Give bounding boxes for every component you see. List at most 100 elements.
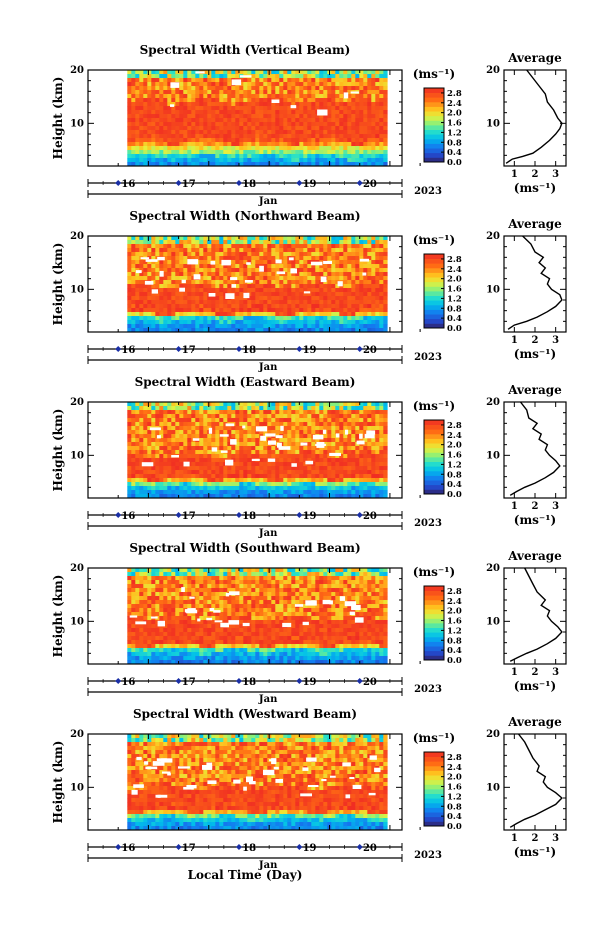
heatmap-cell	[343, 114, 348, 119]
heatmap-cell	[351, 308, 356, 313]
heatmap-cell	[139, 486, 144, 491]
heatmap-cell	[275, 402, 280, 407]
heatmap-cell	[275, 422, 280, 427]
heatmap-cell	[359, 146, 364, 151]
heatmap-cell	[283, 158, 288, 163]
heatmap-cell	[243, 426, 248, 431]
heatmap-cell	[175, 86, 180, 91]
heatmap-cell	[159, 268, 164, 273]
heatmap-cell	[191, 154, 196, 159]
heatmap-cell	[239, 470, 244, 475]
heatmap-cell	[251, 450, 256, 455]
heatmap-cell	[131, 458, 136, 463]
heatmap-cell	[219, 446, 224, 451]
heatmap-cell	[199, 422, 204, 427]
heatmap-cell	[131, 430, 136, 435]
heatmap-cell	[351, 114, 356, 119]
heatmap-cell	[319, 256, 324, 261]
heatmap-cell	[155, 406, 160, 411]
heatmap-cell	[331, 478, 336, 483]
heatmap-cell	[307, 260, 312, 265]
heatmap-cell	[351, 70, 356, 75]
heatmap-cell	[227, 482, 232, 487]
heatmap-cell	[267, 312, 272, 317]
heatmap-cell	[275, 466, 280, 471]
heatmap-cell	[163, 114, 168, 119]
heatmap-cell	[199, 142, 204, 147]
heatmap-cell	[311, 102, 316, 107]
heatmap-cell	[203, 252, 208, 257]
heatmap-cell	[367, 450, 372, 455]
heatmap-cell	[195, 482, 200, 487]
heatmap-cell	[295, 142, 300, 147]
heatmap-cell	[267, 478, 272, 483]
heatmap-cell	[171, 154, 176, 159]
heatmap-cell	[351, 102, 356, 107]
heatmap-cell	[343, 438, 348, 443]
heatmap-cell	[191, 126, 196, 131]
heatmap-cell	[227, 142, 232, 147]
heatmap-cell	[339, 94, 344, 99]
heatmap-cell	[287, 450, 292, 455]
heatmap-cell	[195, 418, 200, 423]
colorbar-band	[424, 152, 444, 158]
heatmap-cell	[127, 150, 132, 155]
heatmap-cell	[163, 86, 168, 91]
heatmap-cell	[311, 236, 316, 241]
heatmap-cell	[307, 248, 312, 253]
heatmap-cell	[359, 406, 364, 411]
heatmap-cell	[219, 102, 224, 107]
heatmap-cell	[131, 442, 136, 447]
panel-1: Spectral Width (Vertical Beam)1020Height…	[51, 43, 567, 207]
heatmap-cell	[215, 260, 220, 265]
heatmap-cell	[307, 94, 312, 99]
heatmap-cell	[343, 256, 348, 261]
heatmap-cell	[143, 316, 148, 321]
heatmap-cell	[211, 272, 216, 277]
heatmap-cell	[231, 410, 236, 415]
heatmap-cell	[187, 102, 192, 107]
heatmap-cell	[155, 462, 160, 467]
heatmap-cell	[167, 280, 172, 285]
heatmap-cell	[175, 296, 180, 301]
heatmap-cell	[291, 320, 296, 325]
heatmap-cell	[299, 450, 304, 455]
heatmap-cell	[371, 130, 376, 135]
heatmap-cell	[227, 450, 232, 455]
heatmap-cell	[255, 276, 260, 281]
heatmap-cell	[247, 110, 252, 115]
heatmap-cell	[243, 312, 248, 317]
heatmap-cell	[175, 308, 180, 313]
heatmap-cell	[275, 268, 280, 273]
heatmap-cell	[227, 86, 232, 91]
heatmap-cell	[259, 462, 264, 467]
heatmap-cell	[251, 244, 256, 249]
heatmap-cell	[375, 422, 380, 427]
heatmap-cell	[347, 280, 352, 285]
heatmap-cell	[383, 264, 388, 269]
heatmap-cell	[263, 316, 268, 321]
heatmap-cell	[167, 300, 172, 305]
heatmap-cell	[315, 462, 320, 467]
heatmap-cell	[183, 406, 188, 411]
heatmap-cell	[307, 454, 312, 459]
heatmap-cell	[163, 138, 168, 143]
heatmap-cell	[239, 268, 244, 273]
heatmap-cell	[199, 240, 204, 245]
heatmap-cell	[311, 110, 316, 115]
heatmap-cell	[279, 402, 284, 407]
heatmap-cell	[223, 312, 228, 317]
heatmap-cell	[219, 248, 224, 253]
heatmap-cell	[371, 308, 376, 313]
heatmap-cell	[223, 320, 228, 325]
heatmap-cell	[247, 102, 252, 107]
heatmap-cell	[307, 320, 312, 325]
heatmap-cell	[327, 422, 332, 427]
heatmap-cell	[251, 426, 256, 431]
heatmap-cell	[203, 486, 208, 491]
heatmap-cell	[139, 296, 144, 301]
heatmap-cell	[147, 320, 152, 325]
heatmap-cell	[219, 154, 224, 159]
heatmap-cell	[303, 134, 308, 139]
heatmap-cell	[355, 154, 360, 159]
